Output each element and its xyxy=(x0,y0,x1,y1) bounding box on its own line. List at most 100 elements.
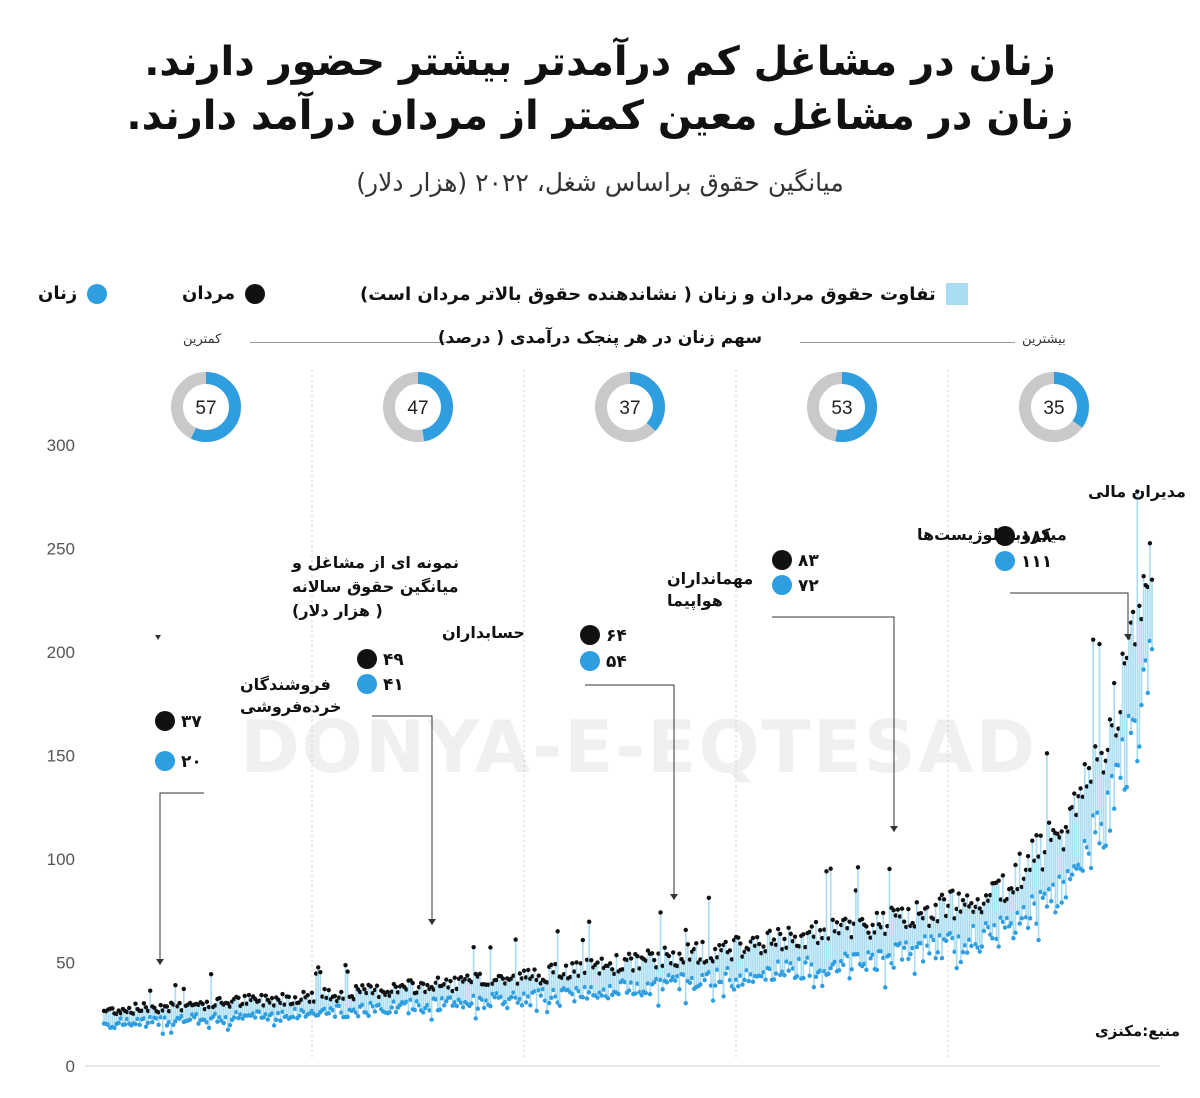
men-point xyxy=(578,961,583,966)
men-point xyxy=(1145,584,1150,590)
men-point xyxy=(983,893,989,898)
women-point xyxy=(276,1010,281,1016)
annotation-men-marker xyxy=(580,625,600,645)
women-point xyxy=(994,936,999,942)
men-point xyxy=(1078,786,1083,791)
women-point xyxy=(471,993,476,998)
men-point xyxy=(706,895,712,901)
women-point xyxy=(368,1000,373,1006)
women-point xyxy=(956,934,961,939)
men-point xyxy=(414,990,420,995)
women-point xyxy=(204,1020,210,1025)
women-point xyxy=(998,915,1003,920)
women-point xyxy=(626,988,632,993)
women-point xyxy=(897,941,903,946)
women-point xyxy=(408,997,413,1003)
women-point xyxy=(145,1020,151,1026)
women-point xyxy=(729,984,735,989)
women-point xyxy=(1135,758,1140,764)
men-point xyxy=(425,982,430,988)
men-point xyxy=(563,963,569,968)
men-point xyxy=(1023,867,1029,873)
women-point xyxy=(460,1005,466,1010)
men-point xyxy=(584,957,590,963)
men-point xyxy=(891,908,896,913)
men-point xyxy=(912,924,917,929)
women-point xyxy=(1132,718,1138,724)
women-point xyxy=(958,959,964,965)
quintile-lowest-label: کمترین xyxy=(183,332,222,347)
women-point xyxy=(1051,882,1056,887)
men-point xyxy=(208,971,214,977)
donut-value: 53 xyxy=(831,398,852,419)
women-point xyxy=(370,1004,376,1009)
men-point xyxy=(1017,851,1022,856)
women-point xyxy=(484,998,489,1003)
men-point xyxy=(561,972,567,977)
women-point xyxy=(448,995,453,1000)
y-tick-label: 100 xyxy=(47,850,75,869)
women-point xyxy=(836,968,842,973)
women-point xyxy=(278,1018,283,1023)
y-tick-label: 200 xyxy=(47,643,75,662)
men-point xyxy=(1040,867,1045,872)
annotation-name: حسابداران xyxy=(442,623,525,642)
legend-men: مردان xyxy=(182,283,266,304)
women-point xyxy=(421,1010,426,1015)
women-point xyxy=(708,983,714,988)
men-dot-icon xyxy=(245,283,266,304)
men-point xyxy=(376,994,382,1000)
men-point xyxy=(311,999,317,1004)
men-point xyxy=(269,995,275,1001)
men-point xyxy=(580,937,586,943)
women-point xyxy=(675,974,680,979)
women-point xyxy=(664,980,670,985)
women-point xyxy=(555,1000,560,1005)
men-point xyxy=(244,1001,250,1006)
men-point xyxy=(826,936,831,941)
men-point xyxy=(494,977,499,983)
women-point xyxy=(607,983,613,989)
men-point xyxy=(374,983,380,988)
men-point xyxy=(471,944,476,950)
men-point xyxy=(555,929,560,934)
women-point xyxy=(164,1023,170,1028)
women-point xyxy=(366,1013,371,1018)
men-point xyxy=(1103,758,1108,763)
women-point xyxy=(805,955,810,960)
women-point xyxy=(253,1015,258,1020)
men-point xyxy=(416,984,422,990)
women-point xyxy=(901,945,907,951)
men-point xyxy=(1076,793,1081,799)
women-point xyxy=(746,978,751,984)
women-point xyxy=(532,989,537,994)
women-point xyxy=(967,937,972,942)
women-point xyxy=(891,965,896,970)
men-point xyxy=(878,925,884,930)
women-point xyxy=(904,940,909,945)
men-point xyxy=(372,987,378,993)
donut-value: 37 xyxy=(619,398,640,419)
men-point xyxy=(236,995,241,1001)
men-point xyxy=(595,960,600,965)
women-point xyxy=(162,1015,168,1020)
men-point xyxy=(782,936,787,942)
women-point xyxy=(551,987,556,993)
women-point xyxy=(391,999,397,1004)
women-point xyxy=(820,983,825,989)
men-point xyxy=(450,988,455,994)
women-point xyxy=(1074,866,1079,871)
women-point xyxy=(433,997,439,1002)
men-point xyxy=(811,934,817,939)
men-point xyxy=(874,910,880,916)
men-point xyxy=(696,960,701,965)
men-point xyxy=(851,921,856,926)
women-point xyxy=(261,1015,266,1020)
chart-title-line2: زنان در مشاغل معین کمتر از مردان درآمد د… xyxy=(126,93,1074,139)
women-point xyxy=(439,996,445,1001)
women-point xyxy=(979,944,985,949)
women-point xyxy=(744,968,749,973)
women-point xyxy=(257,1009,262,1015)
men-point xyxy=(131,1011,136,1016)
annotation-arrow-icon xyxy=(1124,634,1132,640)
